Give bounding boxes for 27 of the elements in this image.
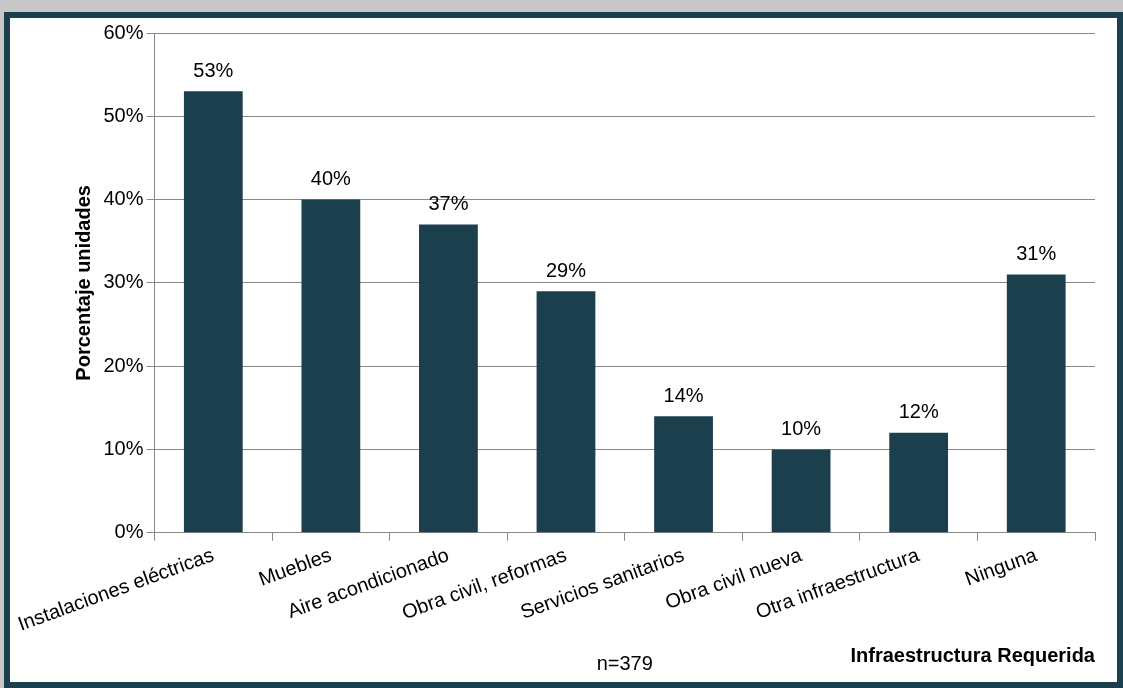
y-axis-title: Porcentaje unidades: [72, 185, 95, 381]
bar: [183, 91, 243, 533]
data-label: 12%: [898, 400, 939, 423]
y-tick-label: 20%: [103, 353, 144, 376]
y-tick-label: 50%: [103, 103, 144, 126]
data-label: 14%: [663, 383, 704, 406]
data-label: 10%: [781, 416, 822, 439]
y-tick-label: 0%: [114, 520, 144, 543]
y-tick-label: 10%: [103, 436, 144, 459]
bar: [419, 224, 478, 533]
data-label: 53%: [193, 58, 234, 81]
y-tick-label: 30%: [103, 270, 144, 293]
y-tick-label: 60%: [103, 20, 144, 43]
bar: [1006, 274, 1066, 533]
bar: [654, 416, 713, 533]
y-tick-label: 40%: [103, 187, 144, 210]
x-tick-label: Ninguna: [961, 542, 1041, 590]
data-label: 40%: [310, 167, 352, 190]
text: n=379: [596, 651, 653, 674]
bar: [771, 449, 831, 533]
x-axis-title: Infraestructura Requerida: [850, 643, 1096, 666]
bar: [889, 432, 949, 533]
bar: [536, 291, 596, 533]
data-label: 31%: [1016, 242, 1057, 265]
data-label: 29%: [545, 258, 587, 281]
data-label: 37%: [428, 192, 469, 215]
bar: [301, 199, 361, 533]
